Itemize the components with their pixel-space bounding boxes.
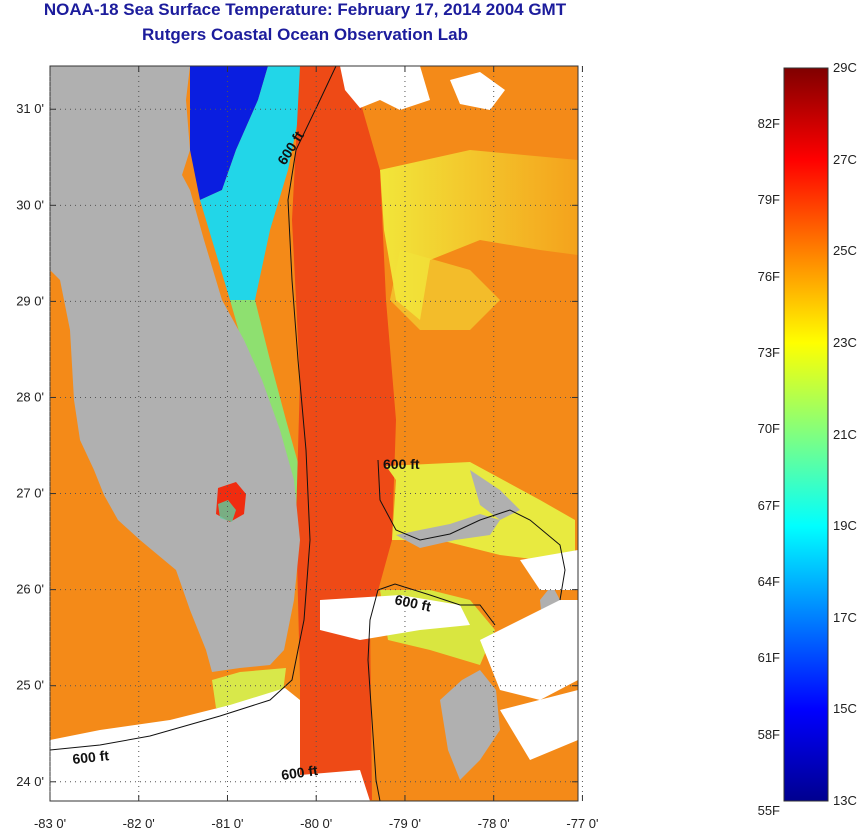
cold-coastal-water	[190, 66, 268, 200]
lat-label: 26 0'	[16, 582, 44, 597]
map-title: NOAA-18 Sea Surface Temperature: Februar…	[43, 0, 567, 19]
bahamas-abaco	[470, 470, 520, 520]
lat-label: 24 0'	[16, 774, 44, 789]
colorbar-celsius-label: 17C	[833, 609, 857, 625]
colorbar-celsius-label: 21C	[833, 426, 857, 442]
colorbar-fahrenheit-label: 76F	[757, 268, 780, 284]
lon-label: -83 0'	[34, 816, 66, 831]
isobath-600ft-main	[50, 66, 337, 751]
isobath-600ft-bahamas	[377, 459, 566, 601]
colorbar-celsius-label: 25C	[833, 243, 857, 259]
longitude-labels: -83 0' -82 0' -81 0' -80 0' -79 0' -78 0' -77 …	[34, 816, 599, 831]
cloud-keys	[50, 688, 300, 801]
lon-label: -78 0'	[478, 816, 510, 831]
map-frame	[49, 65, 579, 802]
colorbar-celsius-label: 29C	[833, 60, 857, 75]
lon-label: -80 0'	[300, 816, 332, 831]
colorbar-fahrenheit-label: 70F	[757, 421, 780, 437]
isobath-label-keys: 600 ft	[72, 747, 110, 767]
isobath-label-bahamas: 600 ft	[383, 456, 420, 472]
lat-label: 25 0'	[16, 678, 44, 693]
map-subtitle: Rutgers Coastal Ocean Observation Lab	[142, 25, 468, 44]
latitude-labels: 31 0' 30 0' 29 0' 28 0' 27 0' 26 0' 25 0' 24 0'	[16, 101, 44, 789]
cloud-bahamas-2	[480, 600, 578, 700]
colorbar-celsius-label: 19C	[833, 518, 857, 534]
isobath-label-tongue: 600 ft	[393, 591, 432, 614]
colorbar-fahrenheit-label: 55F	[757, 803, 780, 819]
cloud-north	[340, 66, 430, 110]
isobath-label-south: 600 ft	[280, 762, 319, 783]
colorbar-celsius-label: 13C	[833, 793, 857, 808]
lat-label: 28 0'	[16, 389, 44, 404]
isobath-600ft-tongue	[377, 583, 496, 626]
lon-label: -81 0'	[211, 816, 243, 831]
colorbar-celsius-label: 23C	[833, 334, 857, 350]
colorbar-fahrenheit-label: 73F	[757, 345, 780, 361]
lon-label: -82 0'	[123, 816, 155, 831]
colorbar	[783, 67, 829, 802]
isobath-600ft-south	[367, 589, 381, 801]
colorbar-fahrenheit-label: 58F	[757, 726, 780, 742]
colorbar-fahrenheit-label: 64F	[757, 574, 780, 590]
lon-label: -79 0'	[389, 816, 421, 831]
lat-label: 29 0'	[16, 293, 44, 308]
cloud-bahamas-3	[500, 690, 578, 760]
yellow-eddy	[390, 250, 500, 330]
yellow-offshore-water	[380, 150, 578, 320]
lat-label: 31 0'	[16, 101, 44, 116]
colorbar-fahrenheit-label: 61F	[757, 650, 780, 666]
bahamas-andros	[440, 670, 500, 780]
lat-label: 30 0'	[16, 197, 44, 212]
lon-label: -77 0'	[566, 816, 598, 831]
lat-label: 27 0'	[16, 486, 44, 501]
colorbar-fahrenheit-label: 82F	[757, 115, 780, 131]
colorbar-fahrenheit-label: 67F	[757, 497, 780, 513]
map-grid	[49, 66, 583, 801]
sst-image	[50, 66, 578, 801]
colorbar-celsius-label: 15C	[833, 701, 857, 717]
colorbar-celsius-label: 27C	[833, 151, 857, 167]
florida-peninsula	[50, 66, 300, 672]
cloud-north-east	[450, 72, 505, 110]
cloud-south	[300, 770, 370, 801]
cloud-bahamas-1	[320, 595, 470, 640]
colorbar-fahrenheit-label: 79F	[757, 192, 780, 208]
